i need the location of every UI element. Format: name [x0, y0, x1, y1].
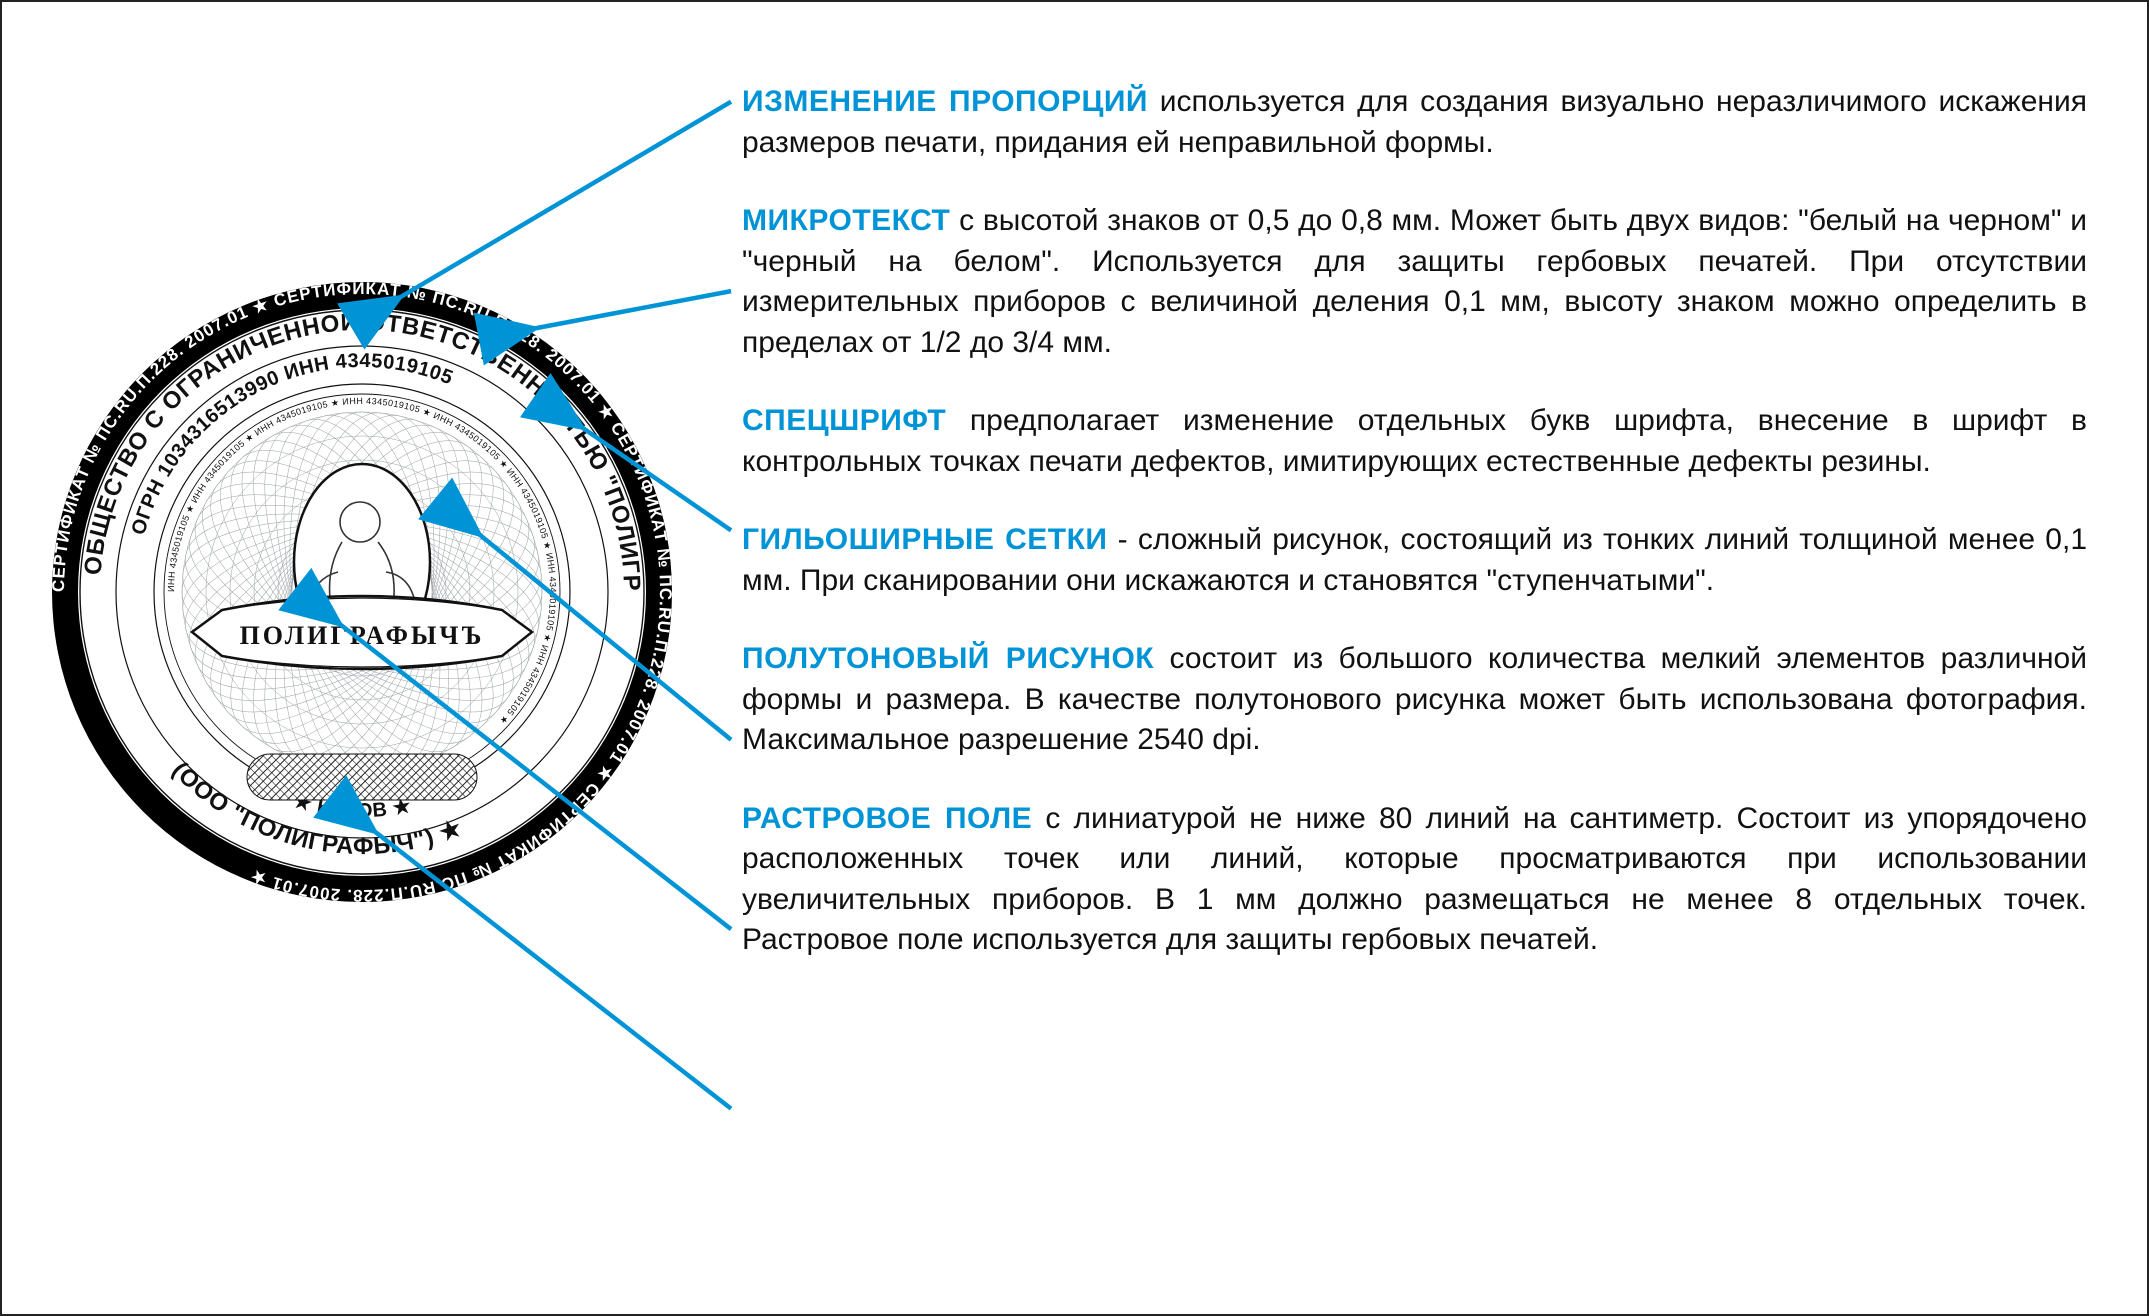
desc-title: ПОЛУТОНОВЫЙ РИСУНОК	[742, 642, 1154, 675]
stamp-illustration: СЕРТИФИКАТ № ПС.RU.П.228. 2007.01 ★ СЕРТ…	[42, 272, 682, 912]
desc-title: МИКРОТЕКСТ	[742, 204, 950, 237]
desc-specfont: СПЕЦШРИФТ предполагает изменение отдельн…	[742, 401, 2087, 482]
desc-title: ИЗМЕНЕНИЕ ПРОПОРЦИЙ	[742, 85, 1148, 118]
desc-title: СПЕЦШРИФТ	[742, 404, 946, 437]
desc-proportions: ИЗМЕНЕНИЕ ПРОПОРЦИЙ используется для соз…	[742, 82, 2087, 163]
stamp-svg: СЕРТИФИКАТ № ПС.RU.П.228. 2007.01 ★ СЕРТ…	[42, 272, 682, 912]
infographic-container: СЕРТИФИКАТ № ПС.RU.П.228. 2007.01 ★ СЕРТ…	[0, 0, 2149, 1316]
raster-field	[247, 754, 477, 800]
stamp-center-label: ПОЛИГРАФЫЧЪ	[240, 621, 485, 650]
center-banner: ПОЛИГРАФЫЧЪ	[192, 596, 532, 669]
desc-guilloche: ГИЛЬОШИРНЫЕ СЕТКИ - сложный рисунок, сос…	[742, 520, 2087, 601]
description-column: ИЗМЕНЕНИЕ ПРОПОРЦИЙ используется для соз…	[742, 82, 2087, 961]
desc-microtext: МИКРОТЕКСТ с высотой знаков от 0,5 до 0,…	[742, 201, 2087, 363]
desc-halftone: ПОЛУТОНОВЫЙ РИСУНОК состоит из большого …	[742, 639, 2087, 761]
desc-title: РАСТРОВОЕ ПОЛЕ	[742, 802, 1032, 835]
desc-title: ГИЛЬОШИРНЫЕ СЕТКИ	[742, 523, 1107, 556]
desc-raster: РАСТРОВОЕ ПОЛЕ с линиатурой не ниже 80 л…	[742, 799, 2087, 961]
